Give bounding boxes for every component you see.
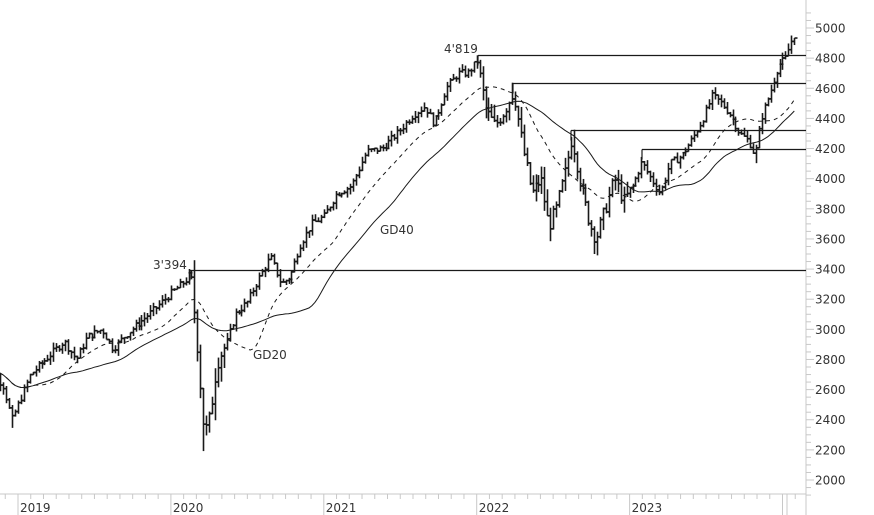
y-tick-label: 4800 bbox=[815, 52, 846, 66]
gd20-label: GD20 bbox=[253, 348, 287, 362]
y-tick-label: 4400 bbox=[815, 112, 846, 126]
y-tick-label: 4200 bbox=[815, 142, 846, 156]
y-axis-ticks: 2000 2200 2400 2600 2800 3000 3200 3400 3600 3800… bbox=[806, 12, 846, 496]
gd40-label: GD40 bbox=[380, 223, 414, 237]
horizontal-levels bbox=[189, 54, 806, 281]
y-tick-label: 5000 bbox=[815, 22, 846, 36]
gd40-line bbox=[0, 100, 795, 388]
peak-2020-label: 3'394 bbox=[153, 258, 187, 272]
y-tick-label: 2600 bbox=[815, 383, 846, 397]
x-axis-ticks: 2019 2020 2021 2022 2023 bbox=[4, 494, 796, 515]
y-tick-label: 2400 bbox=[815, 413, 846, 427]
y-tick-label: 2200 bbox=[815, 443, 846, 457]
x-tick-label: 2020 bbox=[173, 501, 204, 515]
y-tick-label: 3600 bbox=[815, 232, 846, 246]
gd20-line bbox=[0, 86, 795, 388]
y-tick-label: 2000 bbox=[815, 474, 846, 488]
y-tick-label: 3000 bbox=[815, 323, 846, 337]
y-tick-label: 3800 bbox=[815, 202, 846, 216]
price-bars bbox=[0, 35, 798, 452]
x-tick-label: 2023 bbox=[632, 501, 663, 515]
x-tick-label: 2019 bbox=[20, 501, 51, 515]
y-tick-label: 4600 bbox=[815, 82, 846, 96]
y-tick-label: 2800 bbox=[815, 353, 846, 367]
y-tick-label: 3400 bbox=[815, 263, 846, 277]
y-tick-label: 4000 bbox=[815, 172, 846, 186]
y-tick-label: 3200 bbox=[815, 293, 846, 307]
x-tick-label: 2021 bbox=[326, 501, 357, 515]
x-tick-label: 2022 bbox=[479, 501, 510, 515]
peak-2022-label: 4'819 bbox=[444, 42, 478, 56]
